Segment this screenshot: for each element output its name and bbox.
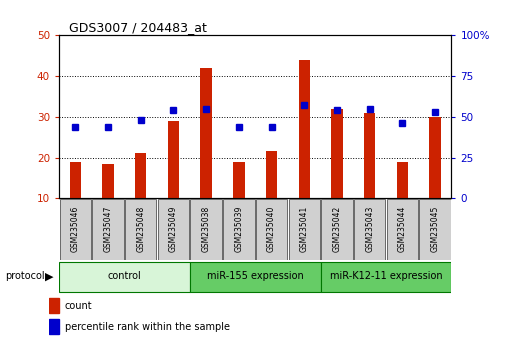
FancyBboxPatch shape	[321, 262, 451, 292]
FancyBboxPatch shape	[190, 262, 321, 292]
Bar	[70, 161, 81, 198]
Text: GSM235041: GSM235041	[300, 206, 309, 252]
Bar	[364, 113, 376, 198]
FancyBboxPatch shape	[223, 199, 254, 259]
Text: count: count	[65, 301, 92, 311]
Text: protocol: protocol	[5, 271, 45, 281]
Text: miR-155 expression: miR-155 expression	[207, 271, 304, 281]
FancyBboxPatch shape	[190, 199, 222, 259]
FancyBboxPatch shape	[158, 199, 189, 259]
FancyBboxPatch shape	[60, 199, 91, 259]
Bar	[397, 161, 408, 198]
Bar	[168, 121, 179, 198]
Text: GSM235047: GSM235047	[104, 206, 112, 252]
Bar	[233, 161, 245, 198]
Bar	[266, 152, 278, 198]
FancyBboxPatch shape	[92, 199, 124, 259]
Text: GSM235039: GSM235039	[234, 206, 243, 252]
FancyBboxPatch shape	[387, 199, 418, 259]
FancyBboxPatch shape	[256, 199, 287, 259]
Text: percentile rank within the sample: percentile rank within the sample	[65, 322, 230, 332]
Text: GDS3007 / 204483_at: GDS3007 / 204483_at	[69, 21, 207, 34]
FancyBboxPatch shape	[420, 199, 451, 259]
Text: GSM235038: GSM235038	[202, 206, 211, 252]
Bar	[331, 109, 343, 198]
FancyBboxPatch shape	[59, 262, 190, 292]
Bar	[49, 319, 59, 334]
Text: GSM235049: GSM235049	[169, 206, 178, 252]
Bar	[429, 117, 441, 198]
Text: GSM235048: GSM235048	[136, 206, 145, 252]
FancyBboxPatch shape	[354, 199, 385, 259]
Text: control: control	[108, 271, 141, 281]
Bar	[299, 60, 310, 198]
FancyBboxPatch shape	[125, 199, 156, 259]
FancyBboxPatch shape	[321, 199, 352, 259]
Bar	[135, 154, 147, 198]
Bar	[102, 164, 114, 198]
Text: GSM235045: GSM235045	[430, 206, 440, 252]
Text: GSM235042: GSM235042	[332, 206, 342, 252]
Text: GSM235044: GSM235044	[398, 206, 407, 252]
Text: ▶: ▶	[45, 271, 54, 281]
Bar	[49, 298, 59, 313]
Text: miR-K12-11 expression: miR-K12-11 expression	[330, 271, 442, 281]
Bar	[201, 68, 212, 198]
FancyBboxPatch shape	[289, 199, 320, 259]
Text: GSM235040: GSM235040	[267, 206, 276, 252]
Text: GSM235046: GSM235046	[71, 206, 80, 252]
Text: GSM235043: GSM235043	[365, 206, 374, 252]
